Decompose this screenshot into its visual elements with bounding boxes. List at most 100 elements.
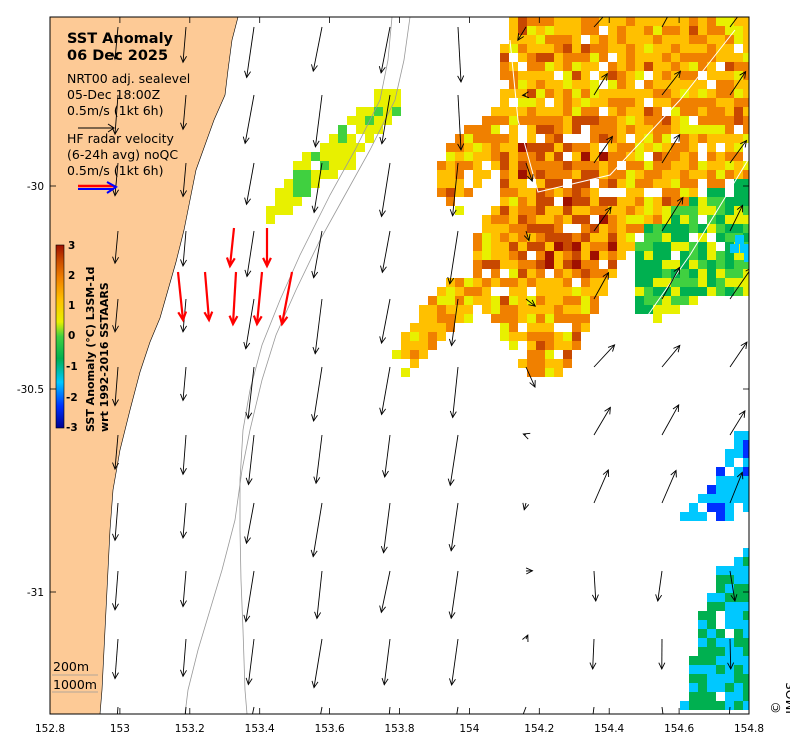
sst-pixel (635, 71, 644, 80)
sst-pixel (626, 233, 635, 242)
sst-pixel (572, 161, 581, 170)
sst-pixel (716, 566, 725, 575)
sst-pixel (716, 161, 725, 170)
sst-pixel (572, 269, 581, 278)
sst-pixel (545, 53, 554, 62)
sst-pixel (680, 44, 689, 53)
sst-pixel (473, 143, 482, 152)
sst-pixel (572, 170, 581, 179)
sst-pixel (644, 62, 653, 71)
sst-pixel (635, 17, 644, 26)
sst-pixel (527, 44, 536, 53)
sst-pixel (743, 206, 749, 215)
sst-pixel (644, 296, 653, 305)
sst-pixel (500, 260, 509, 269)
sst-pixel (518, 224, 527, 233)
sst-pixel (644, 170, 653, 179)
sst-pixel (743, 476, 749, 485)
sst-pixel (725, 665, 734, 674)
sst-pixel (482, 251, 491, 260)
sealevel-arrow (180, 638, 187, 678)
sst-pixel (743, 638, 749, 647)
sst-pixel (698, 494, 707, 503)
sst-pixel (725, 683, 734, 692)
sst-pixel (626, 188, 635, 197)
sst-pixel (509, 62, 518, 71)
sst-pixel (536, 332, 545, 341)
sst-pixel (635, 44, 644, 53)
sst-pixel (716, 125, 725, 134)
sst-pixel (572, 98, 581, 107)
sst-pixel (419, 332, 428, 341)
sst-pixel (725, 701, 734, 710)
sealevel-arrow (447, 434, 459, 487)
sst-pixel (608, 179, 617, 188)
sst-pixel (581, 287, 590, 296)
sst-pixel (644, 260, 653, 269)
sst-pixel (716, 638, 725, 647)
sst-pixel (653, 107, 662, 116)
sst-pixel (626, 116, 635, 125)
sst-pixel (392, 107, 401, 116)
sst-pixel (707, 224, 716, 233)
sst-pixel (302, 161, 311, 170)
sst-pixel (500, 314, 509, 323)
sst-pixel (554, 296, 563, 305)
sst-pixel (590, 242, 599, 251)
sst-pixel (707, 602, 716, 611)
sst-pixel (320, 170, 329, 179)
sst-pixel (527, 368, 536, 377)
colorbar-tick: 2 (68, 270, 76, 282)
sst-pixel (725, 89, 734, 98)
sst-pixel (527, 53, 536, 62)
sst-pixel (671, 89, 680, 98)
x-tick-label: 152.8 (35, 723, 65, 735)
sst-pixel (518, 116, 527, 125)
sst-pixel (725, 71, 734, 80)
sst-pixel (581, 89, 590, 98)
sst-pixel (581, 53, 590, 62)
sealevel-arrow (457, 26, 465, 84)
sst-pixel (536, 62, 545, 71)
sst-pixel (734, 683, 743, 692)
sst-pixel (590, 278, 599, 287)
sst-pixel (671, 170, 680, 179)
sst-pixel (446, 197, 455, 206)
sst-pixel (473, 233, 482, 242)
sst-pixel (293, 197, 302, 206)
colorbar-tick: 1 (68, 300, 76, 312)
sst-pixel (482, 224, 491, 233)
sst-pixel (707, 485, 716, 494)
sst-pixel (635, 260, 644, 269)
sst-pixel (617, 134, 626, 143)
sst-pixel (689, 683, 698, 692)
sst-pixel (536, 143, 545, 152)
sst-pixel (536, 89, 545, 98)
sst-pixel (734, 692, 743, 701)
sst-pixel (626, 161, 635, 170)
sst-pixel (500, 251, 509, 260)
sst-pixel (491, 215, 500, 224)
sst-pixel (482, 296, 491, 305)
sst-pixel (545, 116, 554, 125)
sst-pixel (707, 143, 716, 152)
sst-pixel (653, 215, 662, 224)
sealevel-arrow (447, 230, 459, 285)
sst-pixel (707, 611, 716, 620)
sst-pixel (527, 161, 536, 170)
sst-pixel (734, 494, 743, 503)
sst-pixel (680, 188, 689, 197)
sst-pixel (680, 287, 689, 296)
sst-pixel (743, 674, 749, 683)
sealevel-arrow (661, 706, 664, 714)
sst-pixel (671, 296, 680, 305)
sst-pixel (518, 296, 527, 305)
sealevel-arrow (312, 298, 323, 355)
sst-pixel (509, 233, 518, 242)
sst-pixel (509, 332, 518, 341)
sst-pixel (626, 143, 635, 152)
sst-pixel (698, 674, 707, 683)
sst-pixel (491, 116, 500, 125)
sst-pixel (500, 89, 509, 98)
sst-pixel (509, 161, 518, 170)
